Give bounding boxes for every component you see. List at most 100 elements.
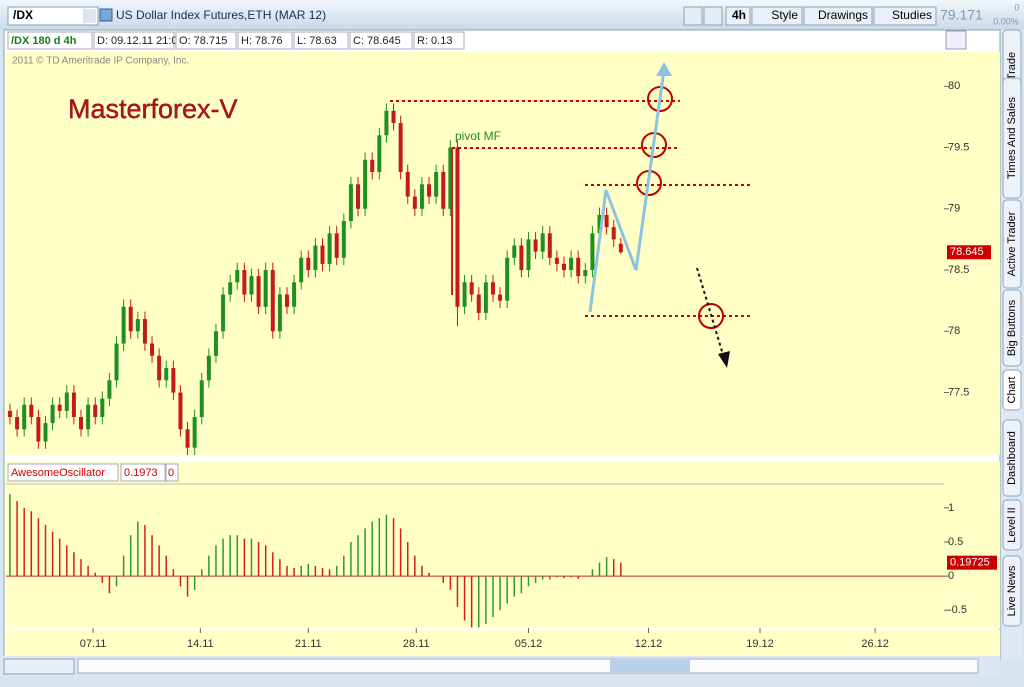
candle-body [505, 257, 510, 301]
candle-body [363, 159, 368, 209]
x-tick-label: 14.11 [187, 638, 214, 650]
circle [698, 303, 724, 329]
candle-body [93, 404, 98, 418]
side-tab[interactable] [1002, 199, 1022, 289]
candle-body [157, 355, 162, 381]
candle-body [327, 233, 332, 264]
y-tick-label: 0.5 [948, 536, 963, 548]
tool-button[interactable] [703, 6, 723, 26]
candle-body [590, 233, 595, 271]
candle-body [455, 147, 460, 307]
candle-body [128, 306, 133, 332]
study-box [7, 463, 119, 482]
candle-body [178, 392, 183, 430]
candle-body [597, 214, 602, 234]
zoom-tools[interactable] [3, 658, 75, 675]
candle-body [341, 221, 346, 258]
toolbar-button[interactable] [803, 6, 873, 26]
candle-body [15, 417, 20, 430]
y-tick-label: 80 [948, 80, 960, 92]
candle-body [370, 159, 375, 173]
candle-body [334, 233, 339, 258]
candle-body [490, 282, 495, 295]
candle-body [22, 404, 27, 430]
y-tick-label: 78.5 [948, 264, 969, 276]
side-tab-label: Dashboard [1006, 431, 1018, 485]
candle-body [270, 270, 275, 332]
chart-settings[interactable] [945, 30, 967, 50]
osc-header [6, 462, 944, 482]
side-tab[interactable] [1002, 499, 1022, 551]
candle-body [313, 245, 318, 271]
button-label: 4h [732, 8, 746, 22]
candle-body [150, 343, 155, 356]
change-pct: 0.00% [993, 16, 1019, 26]
scroll-thumb[interactable] [610, 660, 690, 672]
candle-body [86, 404, 91, 430]
candle-body [7, 410, 12, 418]
scrollbar[interactable] [77, 658, 979, 674]
candle-body [356, 184, 361, 209]
candle-body [498, 294, 503, 301]
arrow-head [718, 351, 730, 368]
candle-body [292, 282, 297, 307]
tool-button[interactable] [683, 6, 703, 26]
candle-body [114, 343, 119, 381]
y-tick-label: 1 [948, 502, 954, 514]
side-tab-label: Chart [1006, 377, 1018, 404]
candle-body [306, 257, 311, 271]
info-cell [7, 31, 93, 50]
price-badge [947, 245, 991, 260]
candle-body [533, 239, 538, 252]
candle-body [121, 306, 126, 344]
side-tab[interactable] [1002, 419, 1022, 497]
info-text: R: 0.13 [417, 35, 452, 47]
toolbar-button[interactable] [873, 6, 937, 26]
candle-body [135, 319, 140, 332]
candle-body [107, 380, 112, 399]
candle-body [192, 417, 197, 448]
candle-body [299, 257, 304, 283]
candle-body [476, 294, 481, 313]
symbol-box[interactable] [7, 6, 99, 26]
side-tab-label: Trade [1006, 52, 1018, 80]
info-text: D: 09.12.11 21:00 [97, 35, 184, 47]
info-icon [99, 8, 113, 22]
button-label: Style [771, 8, 798, 22]
toolbar-button[interactable] [751, 6, 803, 26]
dropdown[interactable] [83, 9, 96, 23]
y-tick-label: -0.5 [948, 604, 967, 616]
toolbar-button[interactable] [725, 6, 751, 26]
candle-body [142, 319, 147, 344]
candle-body [384, 110, 389, 136]
candle-body [377, 135, 382, 173]
candle-body [540, 233, 545, 252]
candle-body [206, 355, 211, 381]
symbol: /DX [13, 8, 33, 22]
candle-body [526, 239, 531, 271]
side-tab[interactable] [1002, 555, 1022, 627]
y-tick-label: 0 [948, 570, 954, 582]
study-box [165, 463, 179, 482]
candle-body [462, 282, 467, 307]
drawings [390, 62, 750, 368]
x-tick-label: 05.12 [515, 638, 543, 650]
annotation: pivot MF [455, 129, 501, 143]
study-name: AwesomeOscillator [11, 467, 105, 479]
oscillator-axis [944, 462, 1000, 628]
y-tick-label: 79 [948, 203, 960, 215]
side-tab[interactable] [1002, 369, 1022, 411]
candle-body [263, 270, 268, 307]
side-tab-label: Big Buttons [1006, 299, 1018, 356]
value-badge [947, 555, 997, 570]
side-tab[interactable] [1002, 289, 1022, 367]
info-cell [293, 31, 349, 50]
side-tab[interactable] [1002, 77, 1022, 199]
projection-line [588, 69, 666, 313]
candle-body [405, 172, 410, 197]
study-value: 0 [168, 467, 174, 479]
value-badge-label: 0.19725 [950, 557, 990, 569]
x-tick-label: 28.11 [403, 638, 430, 650]
x-tick-label: 07.11 [80, 638, 107, 650]
